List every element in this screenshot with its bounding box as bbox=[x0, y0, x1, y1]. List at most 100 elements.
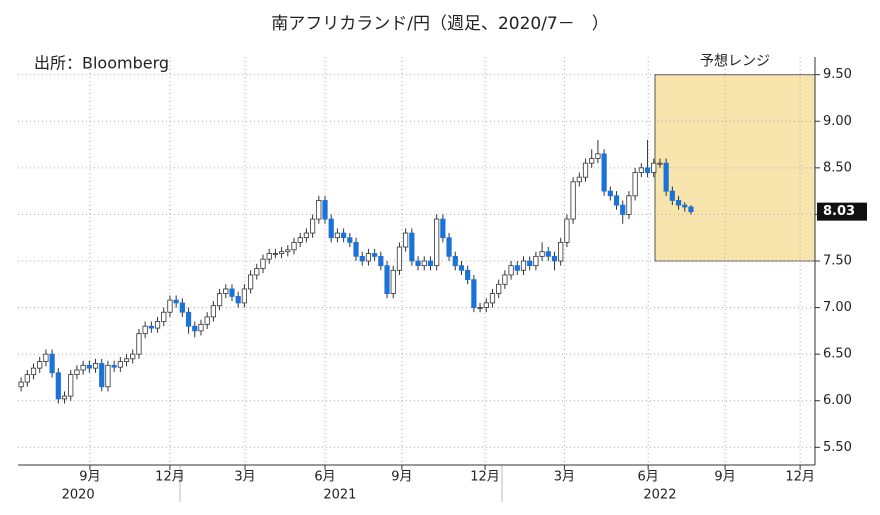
candle-body bbox=[297, 237, 303, 243]
candle-body bbox=[285, 249, 291, 253]
candle-body bbox=[18, 381, 24, 388]
candle-body bbox=[471, 279, 477, 308]
x-tick-label: 12月 bbox=[155, 470, 185, 485]
candle-body bbox=[626, 195, 632, 215]
candle-body bbox=[322, 200, 328, 220]
candle-body bbox=[427, 260, 434, 267]
candle-body bbox=[334, 232, 341, 239]
candle-body bbox=[502, 274, 508, 285]
x-tick-label: 9月 bbox=[391, 470, 412, 485]
candle-body bbox=[24, 374, 30, 383]
x-tick-label: 6月 bbox=[638, 470, 659, 485]
candle-body bbox=[353, 241, 359, 257]
candle-body bbox=[384, 265, 390, 295]
x-tick-label: 12月 bbox=[785, 470, 815, 485]
candle-body bbox=[520, 260, 527, 271]
candle-body bbox=[99, 363, 105, 388]
candle-body bbox=[266, 253, 272, 260]
candle-body bbox=[607, 190, 613, 197]
candle-body bbox=[359, 255, 365, 262]
candle-body bbox=[316, 200, 322, 220]
candle-body bbox=[601, 153, 607, 192]
forecast-label: 予想レンジ bbox=[700, 54, 770, 70]
candle-body bbox=[161, 311, 167, 322]
y-tick-label: 7.50 bbox=[823, 254, 852, 269]
candle-body bbox=[328, 218, 334, 239]
candle-body bbox=[465, 269, 471, 281]
candle-body bbox=[372, 253, 378, 257]
candle-body bbox=[508, 265, 514, 276]
candle-body bbox=[564, 218, 570, 243]
candle-body bbox=[514, 265, 520, 271]
candle-body bbox=[582, 162, 589, 178]
x-tick-label: 3月 bbox=[554, 470, 575, 485]
candle-body bbox=[136, 333, 142, 355]
candle-body bbox=[192, 325, 198, 332]
candle-body bbox=[589, 158, 595, 164]
candle-body bbox=[477, 307, 483, 309]
candle-body bbox=[527, 260, 533, 267]
candle-body bbox=[260, 258, 266, 269]
candle-body bbox=[551, 255, 558, 262]
candle-body bbox=[142, 325, 148, 335]
candle-body bbox=[179, 302, 185, 313]
candle-body bbox=[310, 218, 316, 234]
y-tick-label: 9.50 bbox=[823, 67, 852, 82]
candle-body bbox=[539, 251, 545, 257]
candle-body bbox=[130, 353, 136, 360]
chart-title: 南アフリカランド/円（週足、2020/7－ ） bbox=[271, 14, 609, 34]
candle-body bbox=[254, 268, 260, 276]
candle-body bbox=[644, 167, 651, 173]
candle-body bbox=[421, 260, 427, 267]
candle-body bbox=[49, 353, 55, 374]
x-tick-label: 6月 bbox=[314, 470, 335, 485]
candle-body bbox=[688, 206, 694, 213]
candle-body bbox=[92, 363, 99, 369]
candle-body bbox=[663, 162, 669, 192]
candle-body bbox=[378, 255, 384, 267]
year-label: 2020 bbox=[62, 488, 95, 503]
candle-body bbox=[43, 353, 49, 363]
candle-body bbox=[223, 288, 229, 295]
candle-body bbox=[123, 358, 130, 363]
candle-body bbox=[570, 181, 576, 220]
last-price-box bbox=[817, 202, 867, 221]
x-tick-label: 12月 bbox=[470, 470, 500, 485]
source: 出所：Bloomberg bbox=[34, 54, 169, 73]
candle-body bbox=[496, 283, 502, 295]
candle-body bbox=[272, 253, 278, 255]
last-price-label: 8.03 bbox=[823, 204, 855, 219]
candle-body bbox=[117, 361, 123, 368]
candle-body bbox=[173, 299, 179, 304]
candle-body bbox=[632, 172, 638, 197]
candle-body bbox=[365, 253, 372, 262]
candle-body bbox=[278, 251, 285, 254]
candle-body bbox=[37, 361, 43, 369]
candle-body bbox=[669, 190, 675, 201]
candle-body bbox=[210, 305, 216, 318]
candle-body bbox=[415, 260, 421, 267]
candle-body bbox=[458, 265, 465, 271]
candle-body bbox=[483, 302, 489, 308]
candle-body bbox=[68, 374, 74, 397]
year-label: 2022 bbox=[643, 488, 676, 503]
y-tick-label: 7.00 bbox=[823, 300, 852, 315]
candle-body bbox=[216, 293, 223, 307]
candle-body bbox=[229, 288, 235, 297]
candle-body bbox=[434, 218, 440, 267]
candle-body bbox=[347, 237, 353, 243]
candle-body bbox=[558, 241, 564, 262]
candle-body bbox=[409, 232, 415, 262]
y-tick-label: 6.50 bbox=[823, 347, 852, 362]
candle-body bbox=[74, 369, 80, 376]
x-tick-label: 3月 bbox=[234, 470, 255, 485]
candle-body bbox=[303, 232, 310, 239]
candle-body bbox=[291, 241, 297, 251]
y-tick-label: 9.00 bbox=[823, 114, 852, 129]
candle-body bbox=[489, 293, 496, 304]
candle-body bbox=[638, 167, 644, 173]
y-tick-label: 6.00 bbox=[823, 393, 852, 408]
candle-body bbox=[390, 269, 396, 295]
candle-body bbox=[657, 162, 663, 165]
